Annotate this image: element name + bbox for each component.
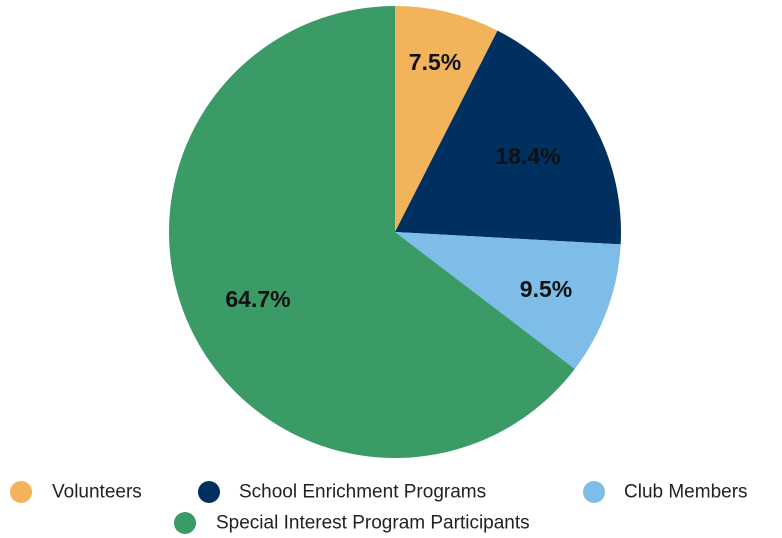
- legend-label-0: Volunteers: [52, 482, 142, 503]
- pie-slice-3: [169, 6, 575, 459]
- legend-item-2: Club Members: [583, 481, 748, 503]
- slice-labels: 7.5% 18.4% 9.5% 64.7%: [225, 49, 572, 312]
- pie-slice-0: [395, 6, 498, 232]
- legend-label-3: Special Interest Program Participants: [216, 513, 530, 534]
- legend-swatch-2: [583, 481, 605, 503]
- legend-item-1: School Enrichment Programs: [198, 481, 486, 503]
- legend-item-3: Special Interest Program Participants: [174, 512, 530, 534]
- legend-swatch-3: [174, 512, 196, 534]
- pie-slice-2: [395, 232, 621, 369]
- legend-swatch-0: [10, 481, 32, 503]
- slice-label-1: 18.4%: [495, 143, 560, 169]
- slice-label-3: 64.7%: [225, 286, 290, 312]
- legend-label-1: School Enrichment Programs: [239, 482, 486, 503]
- legend-swatch-1: [198, 481, 220, 503]
- legend-label-2: Club Members: [624, 482, 748, 503]
- legend-item-0: Volunteers: [10, 481, 142, 503]
- slice-label-0: 7.5%: [409, 49, 461, 75]
- pie-slices: [169, 6, 621, 459]
- slice-label-2: 9.5%: [520, 276, 572, 302]
- legend: Volunteers School Enrichment Programs Club…: [10, 481, 748, 534]
- pie-slice-1: [395, 30, 621, 245]
